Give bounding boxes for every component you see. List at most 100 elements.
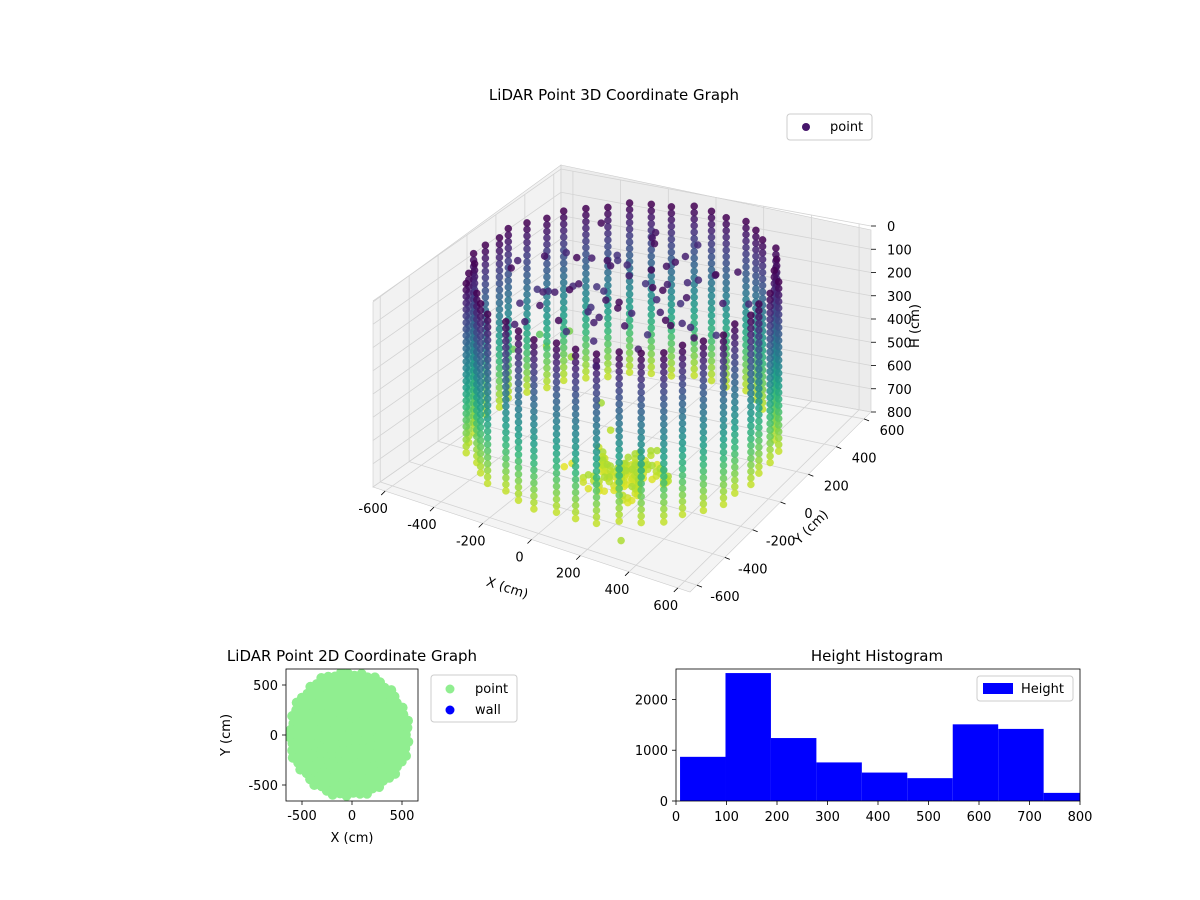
point-3d: [660, 472, 668, 481]
point-3d: [552, 365, 561, 373]
point-3d: [667, 241, 676, 250]
point-3d: [699, 408, 708, 417]
point-3d: [582, 289, 590, 298]
point-3d: [476, 416, 485, 425]
point-3d: [582, 237, 590, 245]
point-3d: [502, 317, 510, 326]
point-3d: [481, 247, 490, 256]
point-3d: [552, 475, 561, 484]
point-3d: [462, 344, 471, 353]
point-3d: [637, 375, 646, 384]
point-3d: [647, 258, 656, 267]
point-3d: [707, 246, 716, 255]
point-3d: [476, 430, 485, 438]
point-3d: [719, 487, 728, 496]
point-3d: [552, 371, 561, 380]
point-3d: [667, 274, 676, 283]
point-3d: [462, 403, 471, 412]
point-3d: [559, 239, 568, 248]
point-3d: [514, 476, 523, 485]
point-3d: [625, 238, 634, 246]
point-3d: [758, 255, 767, 264]
point-3d: [699, 395, 708, 404]
point-3d: [582, 263, 590, 272]
point-3d: [719, 389, 728, 398]
point-3d: [495, 318, 504, 327]
point-3d: [562, 327, 571, 336]
point-3d: [483, 407, 492, 416]
point-3d: [543, 351, 551, 359]
point-3d: [615, 439, 624, 447]
point-3d: [615, 445, 624, 454]
point-3d: [752, 278, 760, 287]
point-3d: [504, 289, 513, 298]
point-3d: [719, 357, 728, 366]
y-tick-label-3d: 400: [852, 452, 877, 467]
point-3d: [637, 355, 646, 364]
point-3d: [604, 346, 612, 355]
point-3d: [476, 403, 485, 412]
point-3d: [747, 376, 755, 385]
point-3d: [502, 421, 510, 430]
point-3d: [502, 324, 510, 333]
point-3d: [514, 346, 523, 355]
point-3d: [543, 221, 551, 229]
x-tick-3d: [673, 587, 679, 593]
point-3d: [552, 410, 561, 419]
point-3d: [719, 396, 728, 405]
point-3d: [552, 436, 561, 445]
legend-3d-label: point: [830, 120, 863, 135]
point-3d: [476, 462, 485, 471]
point-3d: [604, 366, 612, 375]
point-3d: [722, 226, 731, 235]
point-2d: [327, 789, 338, 800]
point-3d: [523, 225, 531, 234]
point-3d: [462, 377, 471, 385]
point-3d: [476, 377, 485, 386]
point-3d: [552, 456, 561, 465]
point-3d: [690, 312, 699, 321]
point-3d: [559, 213, 568, 222]
point-3d: [766, 289, 774, 298]
point-3d: [774, 297, 783, 306]
point-3d: [483, 323, 492, 332]
point-3d: [774, 408, 783, 416]
x-tick-3d: [624, 571, 630, 577]
point-3d: [731, 443, 739, 452]
point-3d: [719, 331, 728, 339]
point-3d: [747, 330, 755, 339]
point-3d: [523, 284, 531, 292]
point-3d: [637, 349, 646, 358]
point-3d: [742, 230, 750, 239]
point-3d: [766, 374, 774, 382]
point-3d: [625, 290, 634, 299]
point-3d: [652, 295, 661, 304]
point-3d: [615, 393, 624, 402]
point-3d: [504, 250, 513, 259]
point-3d: [690, 208, 699, 217]
z-tick-label-3d: 800: [887, 406, 912, 421]
x-tick-label-hist: 300: [815, 810, 840, 825]
point-3d: [483, 388, 492, 397]
point-3d: [476, 299, 485, 308]
point-3d: [719, 363, 728, 372]
point-3d: [747, 317, 755, 326]
y-tick-3d: [724, 557, 730, 560]
point-3d: [660, 433, 668, 442]
point-3d: [559, 233, 568, 241]
point-2d: [397, 702, 408, 713]
point-cloud-2d-inner: [286, 669, 414, 801]
point-3d: [774, 414, 783, 423]
point-3d: [774, 362, 783, 371]
point-3d: [667, 202, 676, 211]
point-3d: [592, 408, 601, 417]
point-3d: [660, 505, 668, 513]
point-3d: [752, 265, 760, 274]
point-3d: [681, 252, 690, 261]
point-3d: [660, 348, 668, 357]
point-3d: [483, 427, 492, 436]
point-3d: [699, 441, 708, 450]
point-3d: [530, 368, 538, 377]
point-3d: [707, 376, 716, 385]
point-3d: [774, 317, 783, 325]
